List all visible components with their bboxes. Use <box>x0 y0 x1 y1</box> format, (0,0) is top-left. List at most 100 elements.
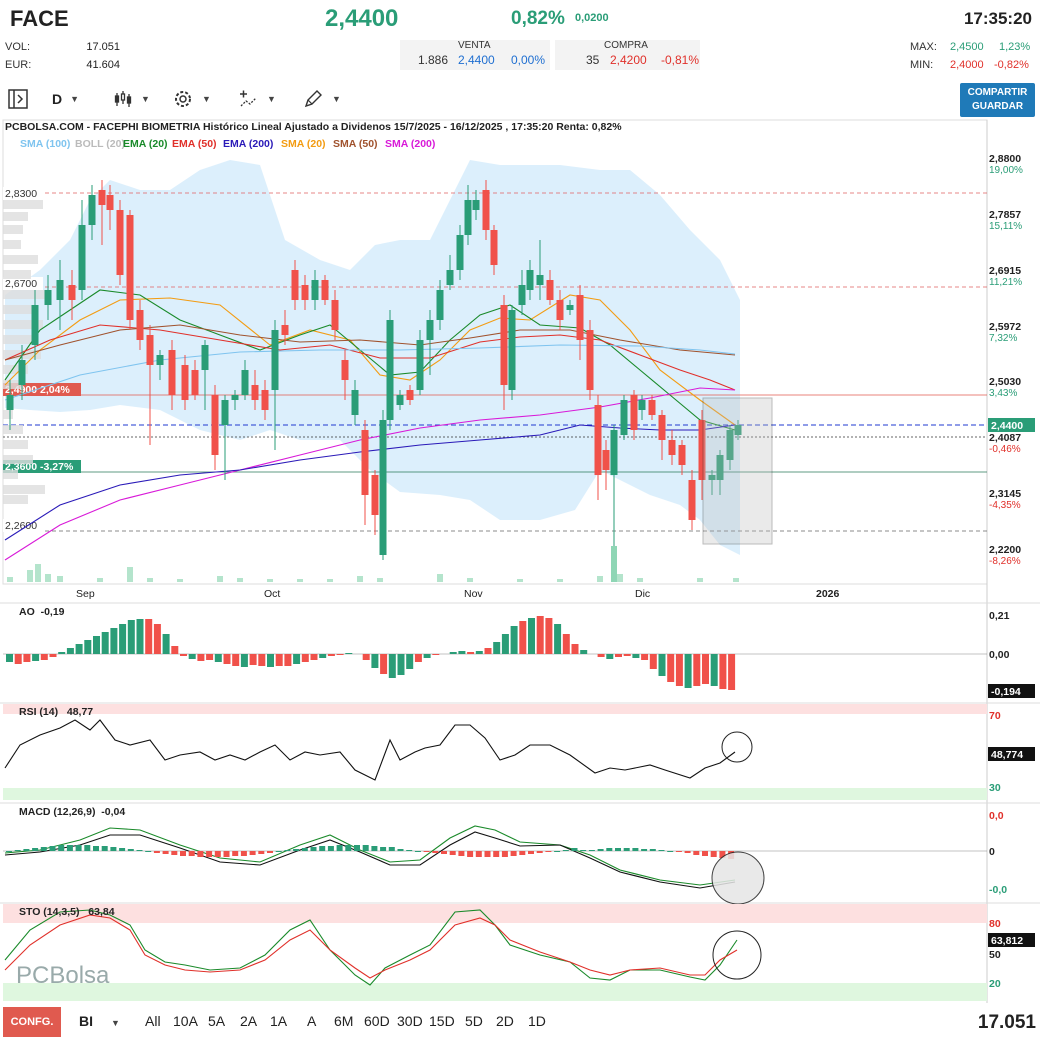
macd-histogram-bar <box>301 848 308 851</box>
range-button-1d[interactable]: 1D <box>528 1013 546 1029</box>
range-button-1a[interactable]: 1A <box>270 1013 288 1029</box>
candle-body <box>271 330 279 390</box>
macd-histogram-bar <box>127 849 134 851</box>
range-button-2a[interactable]: 2A <box>240 1013 258 1029</box>
mode-select[interactable]: BI ▼ <box>79 1013 120 1029</box>
candle-body <box>168 350 176 395</box>
volume-total: 17.051 <box>977 1012 1036 1033</box>
candle-body <box>201 345 209 370</box>
macd-tick: 0 <box>989 846 995 858</box>
legend-item[interactable]: SMA (20) <box>281 138 326 150</box>
candle-body <box>106 195 114 210</box>
macd-histogram-bar <box>719 851 726 858</box>
volume-bar <box>27 570 33 582</box>
venta-pct: 0,00% <box>511 53 546 67</box>
ao-bar <box>632 654 640 658</box>
ao-bar <box>545 618 553 654</box>
volume-bar <box>147 578 153 582</box>
config-button[interactable]: CONFG. <box>3 1007 61 1037</box>
volume-bar <box>377 578 383 582</box>
range-button-2d[interactable]: 2D <box>496 1013 514 1029</box>
panel-toggle-button[interactable] <box>7 88 29 110</box>
range-button-15d[interactable]: 15D <box>429 1013 455 1029</box>
range-button-5d[interactable]: 5D <box>465 1013 483 1029</box>
watermark-logo: PCBolsa <box>16 962 110 989</box>
range-button-all[interactable]: All <box>145 1013 161 1029</box>
ao-bar <box>162 634 170 654</box>
ao-bar <box>119 624 127 654</box>
legend-item[interactable]: BOLL (20) <box>75 138 125 150</box>
volume-profile-bar <box>3 440 28 449</box>
moving-average-line <box>4 294 736 426</box>
volume-bar <box>467 578 473 582</box>
compra-box <box>555 40 700 70</box>
volume-bar <box>7 577 13 582</box>
settings-select[interactable]: ▼ <box>172 88 211 110</box>
candle-body <box>261 390 269 410</box>
share-save-button[interactable]: COMPARTIR GUARDAR <box>960 83 1035 117</box>
volume-profile-bar <box>3 212 28 221</box>
candle-body <box>586 330 594 390</box>
legend-item[interactable]: EMA (200) <box>223 138 274 150</box>
rsi-line <box>4 719 736 781</box>
candle-body <box>311 280 319 300</box>
candle-body <box>602 450 610 470</box>
candle-body <box>341 360 349 380</box>
macd-histogram-bar <box>32 848 39 851</box>
candle-body <box>472 200 480 210</box>
range-button-a[interactable]: A <box>307 1013 317 1029</box>
ao-bar <box>449 652 457 654</box>
range-button-60d[interactable]: 60D <box>364 1013 390 1029</box>
sto-annotation-circle <box>712 930 762 980</box>
volume-profile-bar <box>3 470 18 479</box>
candle-body <box>331 300 339 330</box>
candle-body <box>18 360 26 385</box>
y-tick-label: 2,7857 <box>989 209 1021 221</box>
volume-profile-bar <box>3 305 33 314</box>
volume-bar <box>437 574 443 582</box>
macd-tick: -0,0 <box>989 884 1007 896</box>
range-button-6m[interactable]: 6M <box>334 1013 354 1029</box>
legend-item[interactable]: SMA (200) <box>385 138 436 150</box>
range-button-30d[interactable]: 30D <box>397 1013 423 1029</box>
candles-icon <box>114 91 132 107</box>
venta-qty: 1.886 <box>418 53 449 67</box>
ao-bar <box>223 654 231 664</box>
y-tick-percent: 11,21% <box>989 277 1022 288</box>
period-select[interactable]: D ▼ <box>52 88 79 110</box>
last-price: 2,4400 <box>325 5 399 32</box>
ao-bar <box>397 654 405 675</box>
drawing-select[interactable]: ▼ <box>237 88 276 110</box>
venta-price: 2,4400 <box>458 53 495 67</box>
legend-item[interactable]: SMA (100) <box>20 138 71 150</box>
legend-item[interactable]: EMA (20) <box>123 138 168 150</box>
pencil-select[interactable]: ▼ <box>302 88 341 110</box>
candle-body <box>482 190 490 230</box>
range-button-5a[interactable]: 5A <box>208 1013 226 1029</box>
macd-histogram-bar <box>84 845 91 851</box>
macd-histogram-bar <box>606 848 613 851</box>
candle-body <box>518 285 526 305</box>
volume-bar <box>597 576 603 582</box>
ao-bar <box>75 644 83 654</box>
macd-histogram-bar <box>319 846 326 851</box>
legend-item[interactable]: SMA (50) <box>333 138 378 150</box>
macd-histogram-bar <box>710 851 717 857</box>
legend-item[interactable]: EMA (50) <box>172 138 217 150</box>
ao-bar <box>197 654 205 661</box>
sto-tick: 20 <box>989 978 1001 990</box>
macd-histogram-bar <box>658 850 665 851</box>
x-axis-label: Sep <box>76 588 95 600</box>
candle-body <box>361 430 369 495</box>
candle-body <box>406 390 414 400</box>
macd-histogram-bar <box>293 849 300 851</box>
level-label: 2,8300 <box>5 188 37 200</box>
candle-body <box>31 305 39 345</box>
ao-bar <box>275 654 283 666</box>
range-button-10a[interactable]: 10A <box>173 1013 198 1029</box>
chart-type-select[interactable]: ▼ <box>113 88 150 110</box>
ao-bar <box>519 621 527 654</box>
volume-profile-bar <box>3 270 31 279</box>
candle-body <box>610 430 618 475</box>
